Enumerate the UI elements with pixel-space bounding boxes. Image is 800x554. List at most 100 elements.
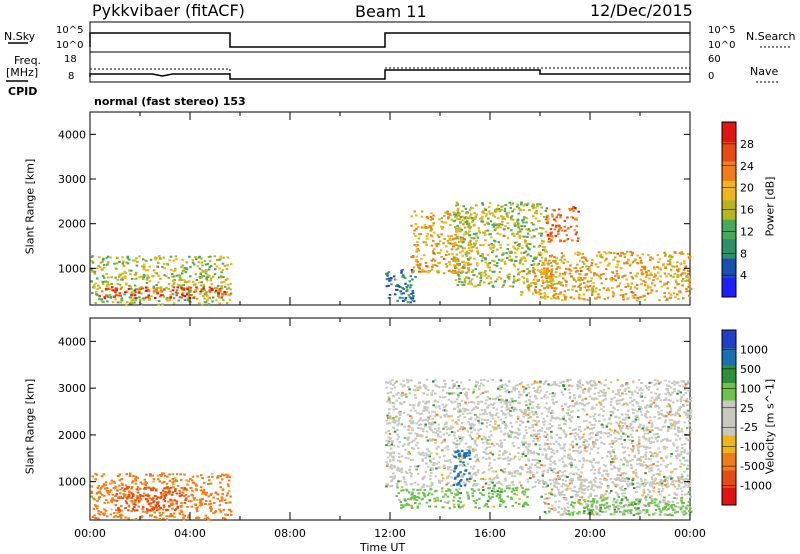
velocity-cell <box>644 406 648 409</box>
velocity-cell <box>449 472 452 475</box>
velocity-cell <box>619 384 623 387</box>
power-cell <box>493 208 497 211</box>
velocity-cell <box>429 485 432 488</box>
velocity-cell <box>147 495 150 498</box>
power-cell <box>432 214 435 217</box>
velocity-cell <box>551 383 555 386</box>
power-cell <box>426 217 429 220</box>
velocity-cell <box>688 424 692 427</box>
velocity-cell <box>566 456 570 459</box>
power-cell <box>116 278 120 281</box>
power-cell <box>431 218 434 221</box>
velocity-cell <box>398 452 401 455</box>
power-cell <box>559 291 562 294</box>
nave-line <box>90 67 690 80</box>
velocity-cell <box>167 489 171 492</box>
power-cell <box>493 240 497 243</box>
power-cell <box>477 227 480 230</box>
velocity-cell <box>395 393 398 396</box>
power-cell <box>148 265 151 268</box>
power-cell <box>467 222 471 225</box>
power-cell <box>385 272 388 275</box>
velocity-cell <box>540 464 543 467</box>
power-cell <box>451 253 454 256</box>
power-cell <box>585 260 589 262</box>
velocity-cell <box>593 472 596 475</box>
velocity-cell <box>523 434 526 437</box>
power-cell <box>686 253 690 255</box>
velocity-cell <box>656 426 659 429</box>
power-cell <box>454 212 458 215</box>
velocity-cell <box>657 435 660 438</box>
velocity-cell <box>411 429 414 432</box>
power-cell <box>459 227 462 230</box>
velocity-cell <box>138 497 142 500</box>
velocity-cell <box>586 402 589 405</box>
power-cell <box>547 269 551 272</box>
power-cell <box>495 223 499 226</box>
velocity-cell <box>677 409 680 412</box>
velocity-cell <box>123 487 127 490</box>
power-cell <box>556 282 559 285</box>
power-cell <box>497 276 501 279</box>
velocity-cell <box>529 467 533 469</box>
velocity-cell <box>559 418 562 421</box>
velocity-cell <box>401 444 405 447</box>
velocity-cell <box>590 383 594 386</box>
velocity-cell <box>676 434 680 437</box>
velocity-cell <box>654 404 657 407</box>
power-cell <box>386 272 389 275</box>
power-cell <box>478 231 481 234</box>
power-cell <box>115 267 118 270</box>
power-cell <box>475 239 478 242</box>
velocity-cell <box>536 429 540 432</box>
velocity-cell <box>414 437 417 440</box>
velocity-cell <box>180 505 183 508</box>
power-cell <box>476 264 479 267</box>
power-cell <box>103 297 107 300</box>
velocity-cell <box>402 411 406 414</box>
velocity-cell <box>146 510 149 513</box>
velocity-cell <box>169 486 173 489</box>
power-cell <box>557 297 560 300</box>
power-cell <box>218 302 221 305</box>
power-cell <box>115 294 118 297</box>
velocity-cell <box>154 505 158 508</box>
velocity-cell <box>524 446 528 449</box>
power-cell <box>459 236 462 239</box>
velocity-cell <box>135 498 139 501</box>
velocity-cell <box>188 500 191 503</box>
velocity-cell <box>502 413 505 416</box>
velocity-cell <box>174 490 177 493</box>
power-cell <box>420 226 424 229</box>
velocity-cell <box>155 516 158 519</box>
power-cell <box>450 248 454 251</box>
velocity-cell <box>477 460 480 463</box>
velocity-cell <box>505 425 508 428</box>
power-cell <box>229 292 233 295</box>
power-cell <box>563 225 566 228</box>
power-cell <box>452 245 455 248</box>
power-cell <box>165 275 168 278</box>
velocity-cell <box>410 472 413 475</box>
velocity-cell <box>670 425 673 428</box>
velocity-cell <box>538 436 542 439</box>
velocity-cell <box>458 410 462 413</box>
velocity-cell <box>426 406 430 409</box>
power-cell <box>532 205 535 208</box>
power-cell <box>111 300 115 303</box>
power-cell <box>398 296 402 299</box>
velocity-cell <box>667 413 671 416</box>
power-cell <box>145 281 149 284</box>
power-cell <box>557 230 560 233</box>
velocity-cell <box>644 412 647 415</box>
power-cell <box>559 283 563 286</box>
velocity-cell <box>601 474 604 477</box>
velocity-cell <box>152 506 156 509</box>
power-cell <box>453 271 457 274</box>
velocity-cell <box>484 410 487 413</box>
power-cell <box>446 239 450 242</box>
velocity-cell <box>137 505 140 508</box>
velocity-cell <box>679 459 682 462</box>
velocity-cell <box>637 436 641 439</box>
